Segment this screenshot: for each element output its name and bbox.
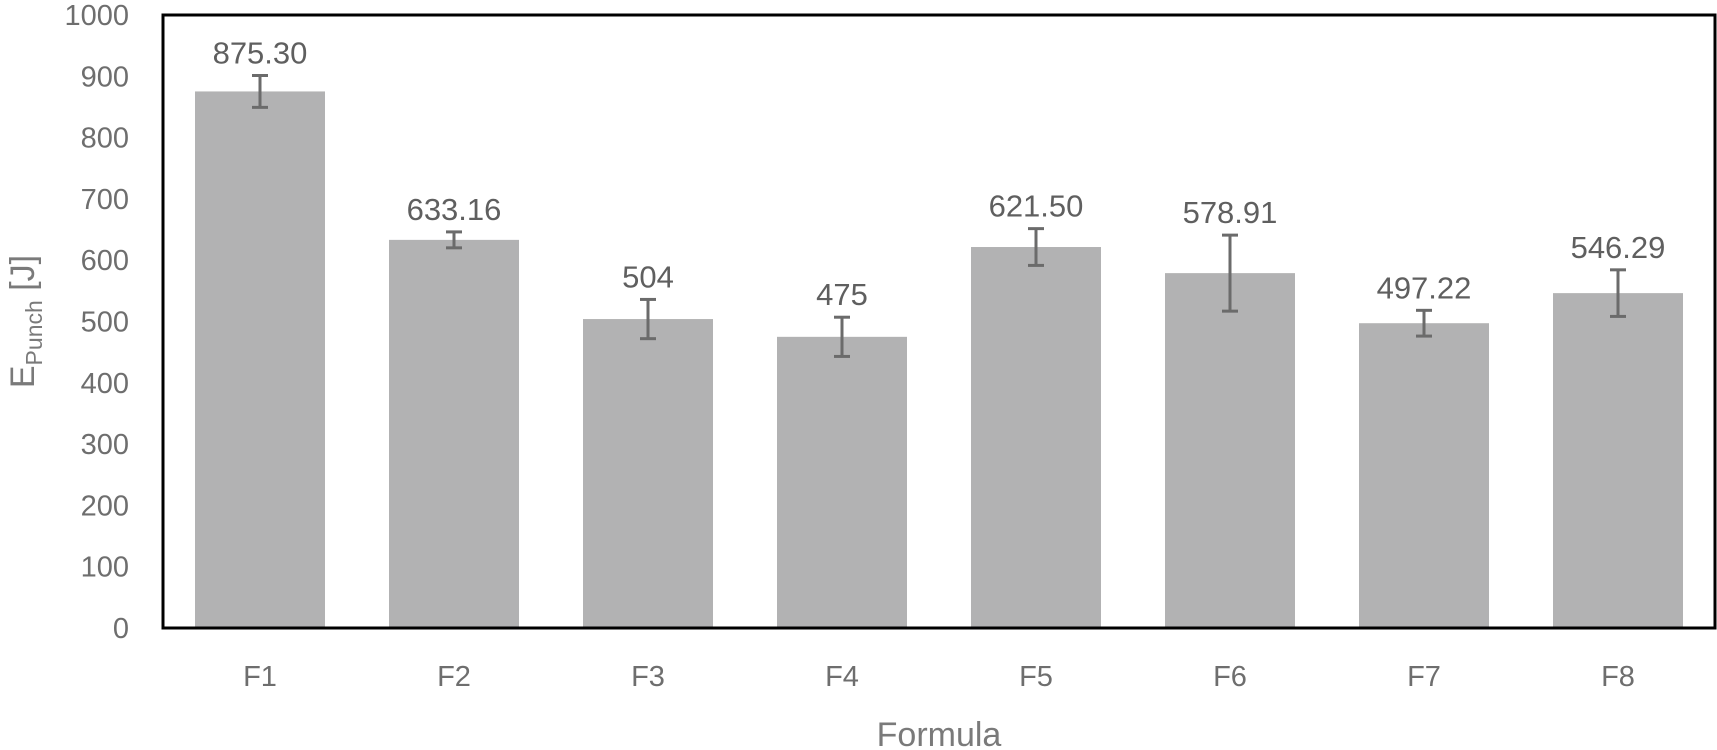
y-axis-title: EPunch [J]	[4, 255, 47, 388]
x-tick-label-F3: F3	[631, 661, 665, 693]
bar-F1	[195, 91, 325, 628]
x-axis-ticks: F1 F2 F3 F4 F5 F6 F7 F8	[243, 661, 1635, 693]
data-label-F7: 497.22	[1377, 270, 1472, 305]
error-bars-layer	[252, 74, 1626, 358]
x-tick-label-F8: F8	[1601, 661, 1635, 693]
bar-F8	[1553, 293, 1683, 628]
bar-F5	[971, 247, 1101, 628]
y-tick-label-300: 300	[81, 429, 129, 461]
y-tick-label-0: 0	[113, 613, 129, 645]
data-label-F1: 875.30	[213, 36, 308, 71]
x-tick-label-F5: F5	[1019, 661, 1053, 693]
y-axis-title-subscript: Punch	[21, 300, 47, 365]
y-tick-label-100: 100	[81, 552, 129, 584]
x-tick-label-F2: F2	[437, 661, 471, 693]
data-label-F5: 621.50	[989, 189, 1084, 224]
y-tick-label-900: 900	[81, 61, 129, 93]
data-label-F3: 504	[622, 259, 674, 294]
bar-F7	[1359, 323, 1489, 628]
bars-layer	[195, 91, 1683, 628]
y-tick-label-400: 400	[81, 368, 129, 400]
y-tick-label-200: 200	[81, 490, 129, 522]
y-tick-label-700: 700	[81, 184, 129, 216]
y-axis-title-unit: [J]	[4, 255, 42, 300]
data-label-F6: 578.91	[1183, 195, 1278, 230]
x-axis-title: Formula	[877, 716, 1002, 750]
x-tick-label-F6: F6	[1213, 661, 1247, 693]
y-tick-label-800: 800	[81, 123, 129, 155]
x-tick-label-F4: F4	[825, 661, 859, 693]
data-label-F4: 475	[816, 277, 868, 312]
bar-F3	[583, 319, 713, 628]
data-label-F8: 546.29	[1571, 230, 1666, 265]
x-tick-label-F1: F1	[243, 661, 277, 693]
bar-F6	[1165, 273, 1295, 628]
y-axis-title-main: E	[4, 365, 42, 388]
x-tick-label-F7: F7	[1407, 661, 1441, 693]
data-labels-layer: 875.30 633.16 504 475 621.50 578.91 497.22 546.…	[213, 36, 1666, 313]
bar-F4	[777, 336, 907, 628]
y-axis-ticks: 0 100 200 300 400 500 600 700 800 900 1000	[64, 0, 129, 645]
y-tick-label-600: 600	[81, 245, 129, 277]
data-label-F2: 633.16	[407, 192, 502, 227]
bar-F2	[389, 239, 519, 628]
y-tick-label-1000: 1000	[64, 0, 129, 32]
y-tick-label-500: 500	[81, 307, 129, 339]
plot-frame	[161, 13, 1717, 630]
